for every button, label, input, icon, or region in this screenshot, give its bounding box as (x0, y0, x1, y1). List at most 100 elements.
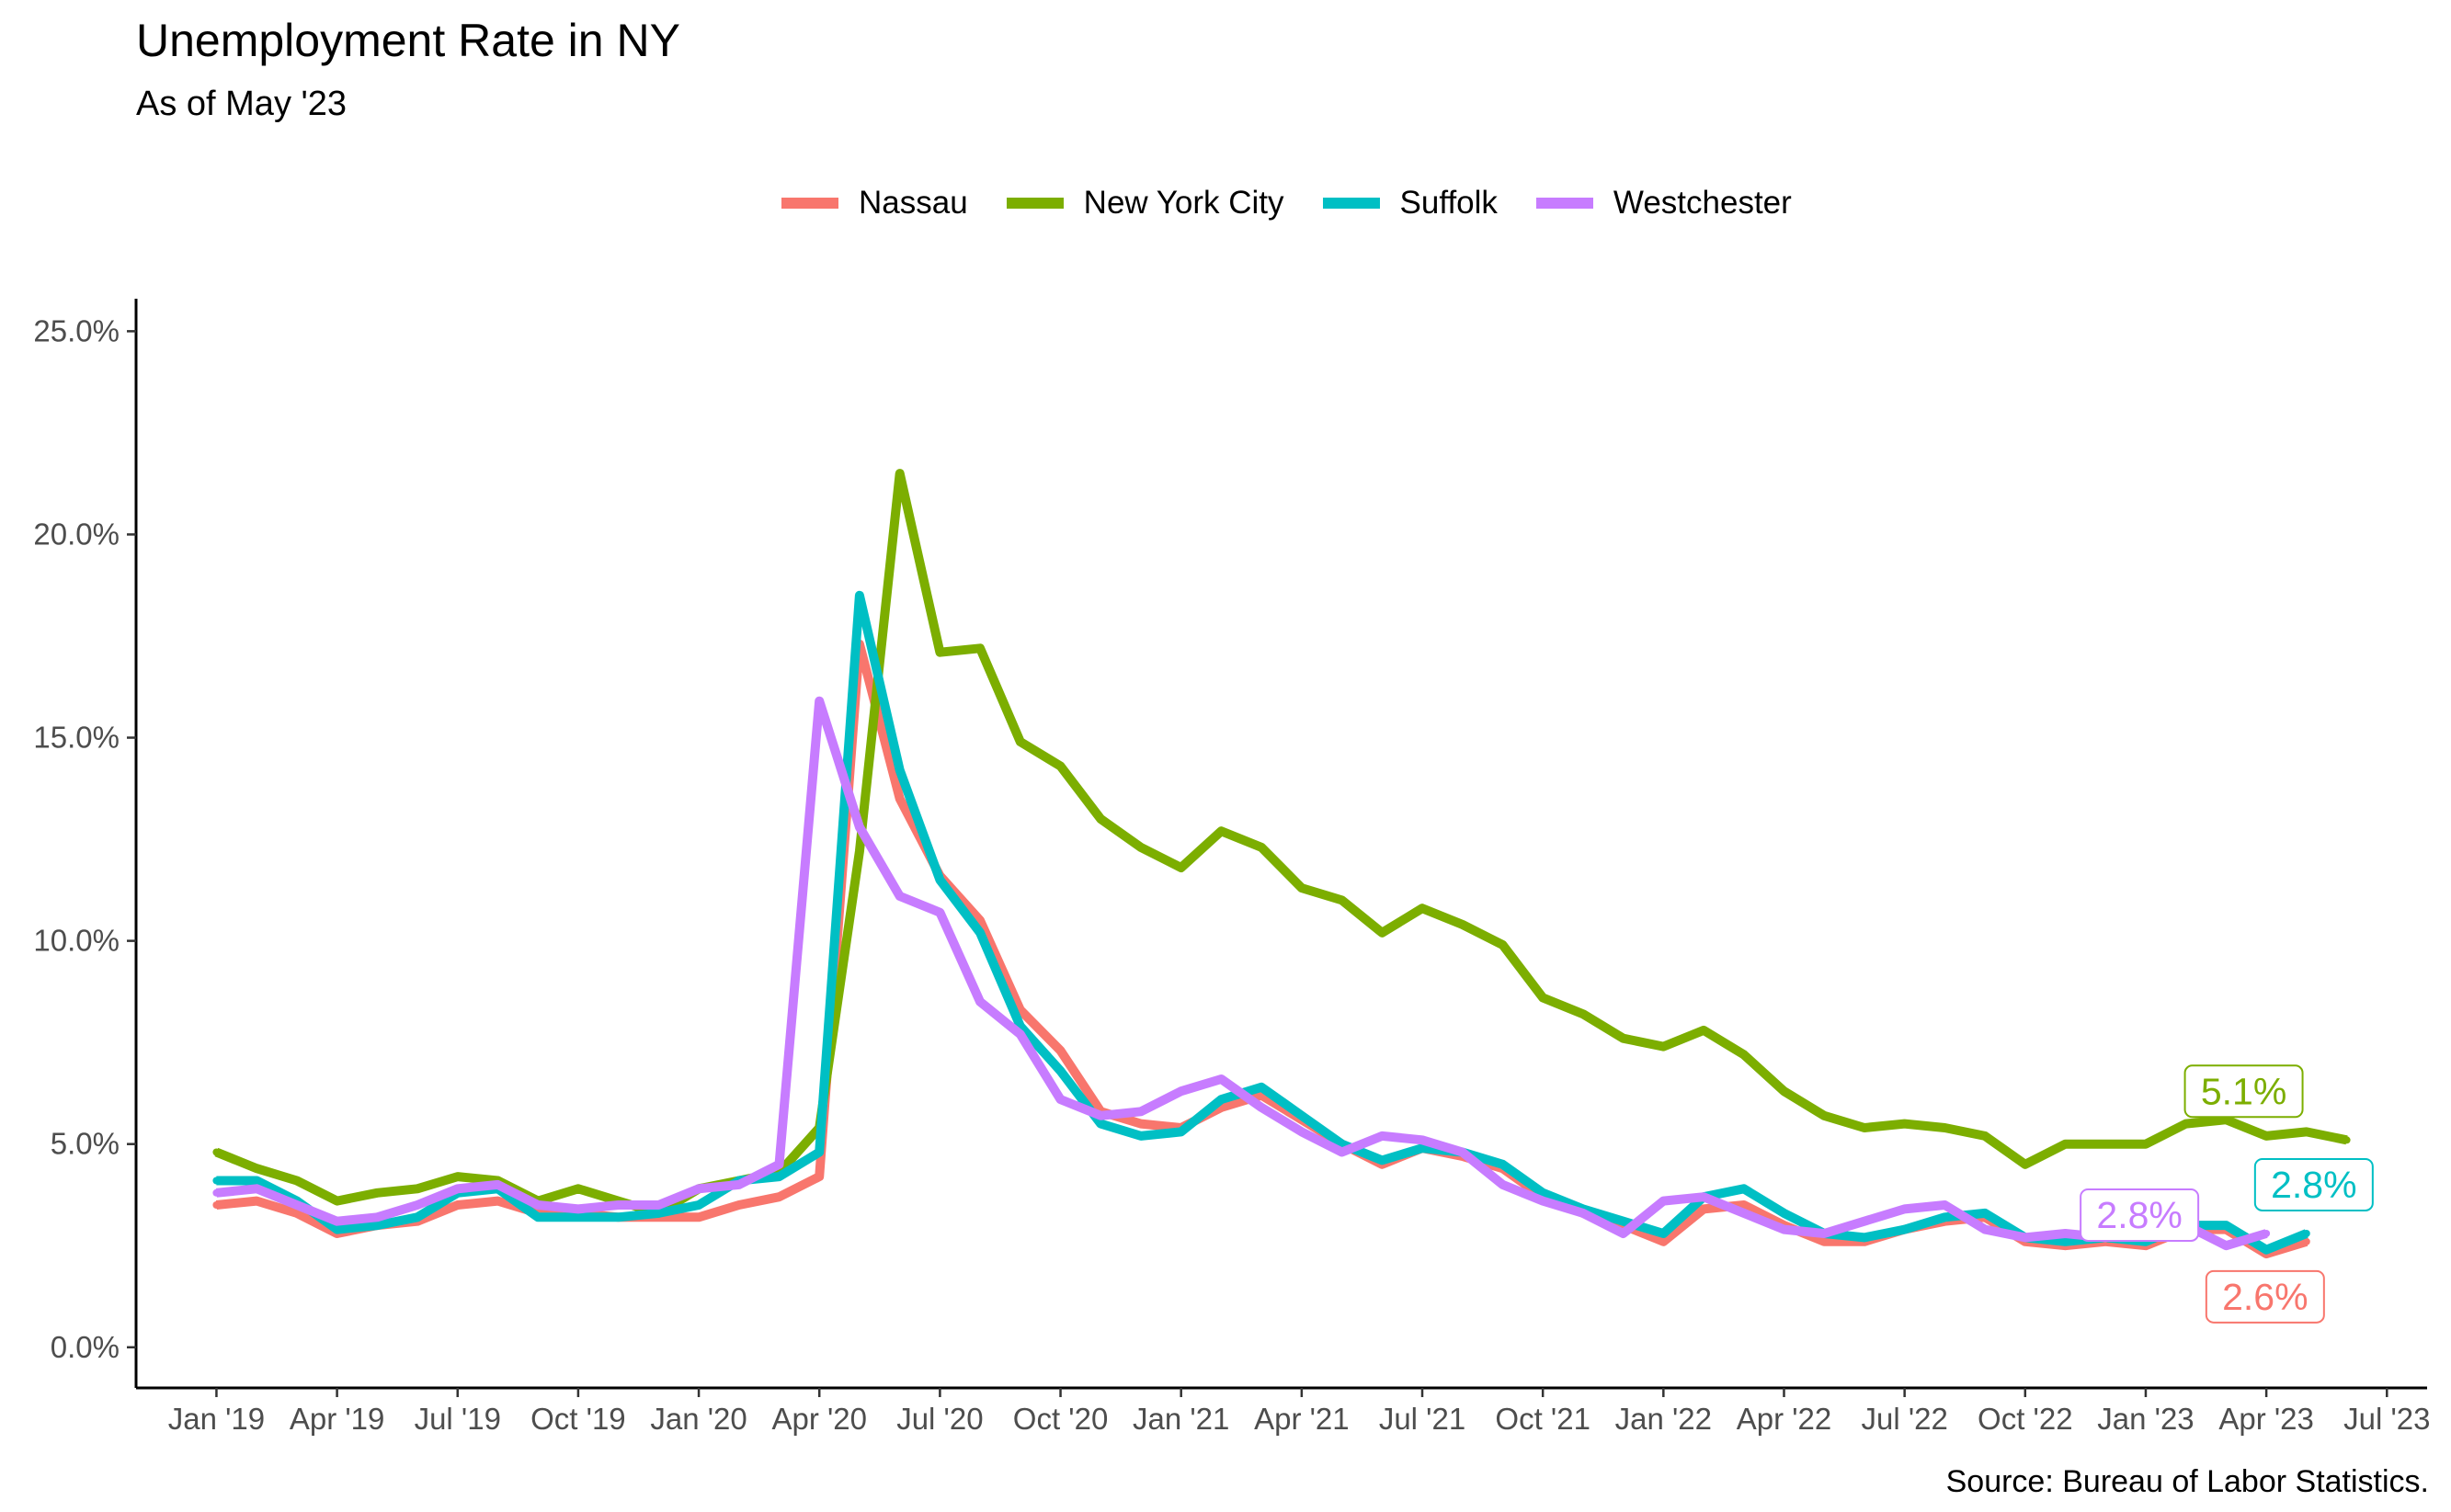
data-point (1458, 1148, 1466, 1156)
data-point (2102, 1140, 2110, 1148)
data-point (1619, 1217, 1627, 1225)
data-point (1297, 1111, 1305, 1120)
data-point (494, 1197, 502, 1205)
data-point (1820, 1230, 1829, 1237)
x-tick-label: Jan '19 (168, 1402, 265, 1436)
x-tick-label: Jul '23 (2343, 1402, 2430, 1436)
data-point (2263, 1230, 2271, 1237)
data-point (1860, 1217, 1868, 1225)
data-point (2021, 1233, 2029, 1242)
data-point (453, 1173, 462, 1181)
x-tick-label: Oct '21 (1495, 1402, 1590, 1436)
x-tick-label: Oct '22 (1978, 1402, 2073, 1436)
end-label-value: 2.6% (2222, 1276, 2308, 1318)
series-line-nassau (215, 639, 2308, 1259)
series-line-westchester (215, 696, 2268, 1251)
x-tick-label: Jan '22 (1615, 1402, 1712, 1436)
x-tick-label: Jul '22 (1861, 1402, 1947, 1436)
data-point (1499, 1180, 1507, 1188)
data-point (936, 908, 944, 916)
data-point (695, 1185, 703, 1193)
data-point (1780, 1209, 1788, 1217)
data-point (976, 997, 985, 1006)
data-point (815, 697, 824, 705)
data-point (1499, 941, 1507, 949)
data-point (1056, 1047, 1065, 1054)
data-point (1499, 1160, 1507, 1168)
data-point (574, 1205, 582, 1213)
data-point (253, 1165, 261, 1173)
data-point (1780, 1225, 1788, 1233)
data-point (1739, 1185, 1748, 1193)
x-tick-label: Apr '22 (1737, 1402, 1832, 1436)
end-label-box (2183, 1064, 2304, 1119)
data-point (695, 1213, 703, 1222)
y-tick-label: 10.0% (33, 924, 120, 958)
data-point (895, 766, 904, 774)
x-tick-label: Oct '20 (1013, 1402, 1109, 1436)
data-point (895, 794, 904, 802)
data-point (1941, 1201, 1949, 1209)
data-point (1258, 1103, 1266, 1111)
legend: Nassau New York City Suffolk Westchester (781, 182, 1830, 224)
data-point (1860, 1233, 1868, 1242)
chart-subtitle: As of May '23 (136, 85, 348, 123)
data-point (2343, 1136, 2351, 1144)
data-point (292, 1209, 301, 1217)
legend-key-suffolk (1322, 198, 1380, 209)
data-point (292, 1201, 301, 1209)
data-point (775, 1173, 783, 1181)
data-point (976, 928, 985, 937)
data-point (936, 876, 944, 884)
data-point (2061, 1237, 2069, 1245)
end-label-box (2205, 1269, 2325, 1324)
data-point (2302, 1230, 2310, 1237)
data-point (2263, 1245, 2271, 1254)
data-point (1981, 1225, 1989, 1233)
data-point (1338, 1140, 1346, 1148)
data-point (1097, 1111, 1105, 1120)
data-point (1016, 738, 1024, 745)
data-point (333, 1225, 341, 1233)
data-point (2021, 1160, 2029, 1168)
series-points-suffolk (212, 591, 2310, 1254)
data-point (614, 1213, 622, 1222)
data-point (414, 1213, 421, 1222)
data-point (1941, 1124, 1949, 1131)
data-point (373, 1222, 382, 1230)
data-point (1338, 1148, 1346, 1156)
data-point (2302, 1128, 2310, 1136)
data-point (1137, 1131, 1145, 1140)
data-point (1659, 1042, 1668, 1051)
data-point (1016, 1030, 1024, 1039)
data-point (1378, 928, 1386, 937)
x-tick-label: Jan '23 (2097, 1402, 2194, 1436)
legend-label-westchester: Westchester (1613, 185, 1792, 221)
data-point (1579, 1209, 1587, 1217)
data-point (655, 1209, 663, 1217)
data-point (976, 916, 985, 925)
data-point (574, 1213, 582, 1222)
data-point (2061, 1140, 2069, 1148)
data-point (1700, 1205, 1708, 1213)
data-point (1539, 1197, 1547, 1205)
data-point (1619, 1034, 1627, 1042)
x-tick-label: Apr '23 (2218, 1402, 2314, 1436)
data-point (1056, 762, 1065, 770)
end-label-suffolk: 2.8% (2253, 1157, 2374, 1211)
x-tick-label: Apr '19 (290, 1402, 385, 1436)
source-caption: Source: Bureau of Labor Statistics. (1945, 1464, 2429, 1499)
data-point (253, 1177, 261, 1185)
data-point (775, 1193, 783, 1201)
data-point (2061, 1230, 2069, 1237)
legend-key-new-york-city (1006, 198, 1064, 209)
data-point (1860, 1124, 1868, 1131)
legend-item-suffolk: Suffolk (1322, 185, 1498, 222)
data-point (735, 1201, 743, 1209)
data-point (574, 1185, 582, 1193)
legend-item-new-york-city: New York City (1006, 185, 1284, 222)
data-point (1659, 1230, 1668, 1237)
data-point (373, 1213, 382, 1222)
data-point (534, 1213, 542, 1222)
